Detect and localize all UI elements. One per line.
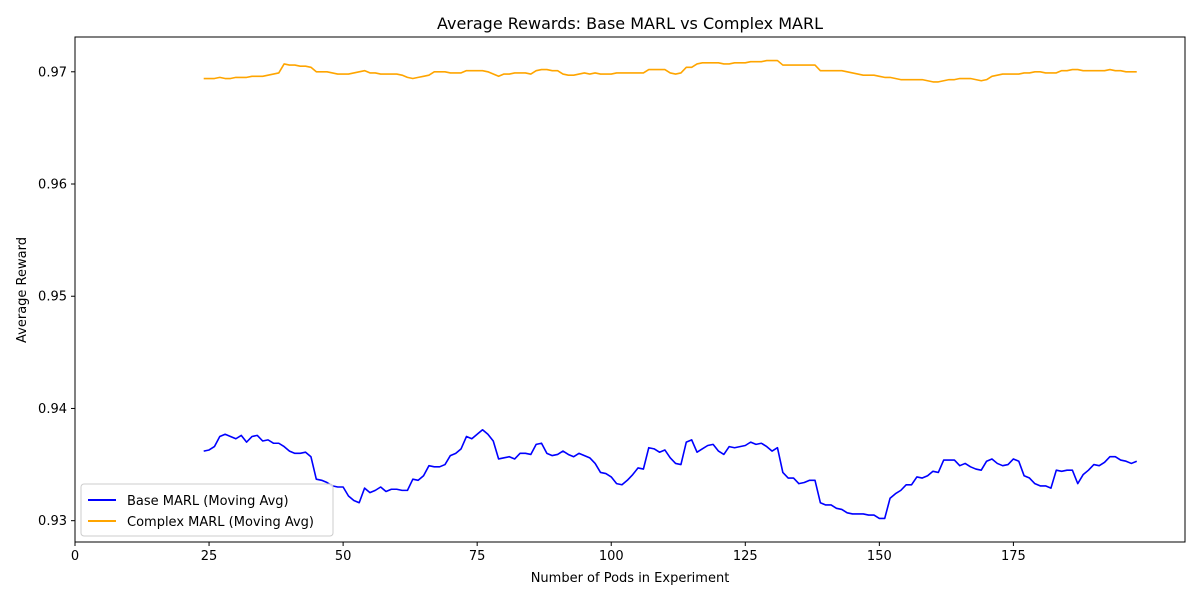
x-tick-label: 150: [867, 549, 892, 564]
y-tick-label: 0.93: [38, 514, 67, 529]
x-tick-label: 50: [335, 549, 352, 564]
x-axis-ticks: 0 25 50 75 100 125 150 175: [71, 542, 1026, 564]
legend-label-base: Base MARL (Moving Avg): [127, 494, 289, 509]
x-tick-label: 125: [733, 549, 758, 564]
y-tick-label: 0.97: [38, 65, 67, 80]
x-tick-label: 175: [1001, 549, 1026, 564]
y-tick-label: 0.94: [38, 402, 67, 417]
legend-label-complex: Complex MARL (Moving Avg): [127, 515, 314, 530]
base-marl-line: [203, 428, 1138, 520]
plot-frame: [74, 36, 1186, 543]
x-axis-label: Number of Pods in Experiment: [531, 571, 730, 586]
legend: Base MARL (Moving Avg) Complex MARL (Mov…: [80, 483, 334, 537]
legend-box: [80, 483, 334, 537]
y-tick-label: 0.95: [38, 290, 67, 305]
chart-title: Average Rewards: Base MARL vs Complex MA…: [437, 14, 823, 33]
y-axis-ticks: 0.93 0.94 0.95 0.96 0.97: [38, 65, 75, 529]
complex-marl-line: [203, 59, 1137, 83]
y-axis-label: Average Reward: [15, 237, 30, 343]
series-layer: [203, 59, 1138, 520]
plot-background: [75, 37, 1185, 542]
x-tick-label: 0: [71, 549, 79, 564]
x-tick-label: 75: [469, 549, 486, 564]
x-tick-label: 100: [599, 549, 624, 564]
y-tick-label: 0.96: [38, 178, 67, 193]
x-tick-label: 25: [201, 549, 218, 564]
